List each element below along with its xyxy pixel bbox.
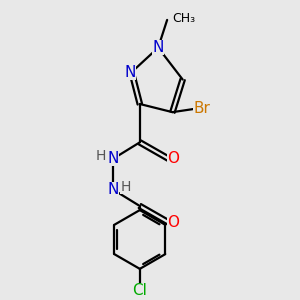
Text: CH₃: CH₃ bbox=[172, 12, 195, 25]
Text: N: N bbox=[108, 151, 119, 166]
Text: N: N bbox=[124, 65, 136, 80]
Text: N: N bbox=[152, 40, 164, 55]
Text: Cl: Cl bbox=[132, 284, 147, 298]
Text: N: N bbox=[108, 182, 119, 197]
Text: O: O bbox=[167, 151, 179, 166]
Text: O: O bbox=[167, 215, 179, 230]
Text: H: H bbox=[96, 149, 106, 163]
Text: H: H bbox=[120, 180, 131, 194]
Text: Br: Br bbox=[194, 101, 210, 116]
